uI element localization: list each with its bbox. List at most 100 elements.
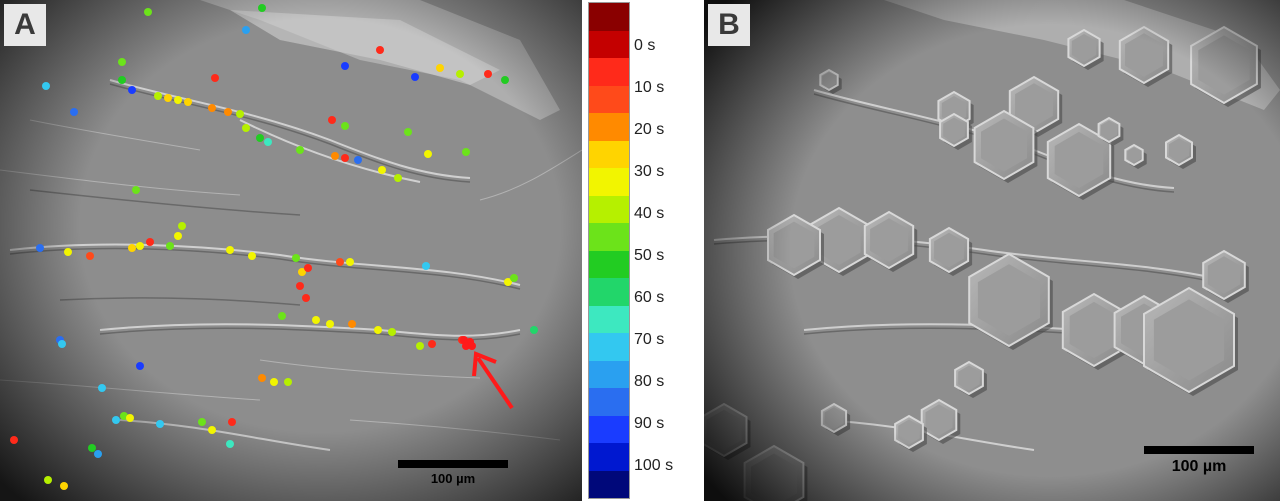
nucleation-dot: [42, 82, 50, 90]
nucleation-dot: [374, 326, 382, 334]
colorbar-segment: [589, 140, 629, 168]
nucleation-dot: [296, 146, 304, 154]
colorbar-label: 70 s: [634, 331, 665, 348]
nucleation-dot: [292, 254, 300, 262]
nucleation-dot: [70, 108, 78, 116]
nucleation-dot: [211, 74, 219, 82]
nucleation-dot: [126, 414, 134, 422]
panel-b-scalebar: 100 µm: [1144, 446, 1254, 476]
colorbar-label: 60 s: [634, 289, 665, 306]
nucleation-dot: [404, 128, 412, 136]
nucleation-dot: [264, 138, 272, 146]
nucleation-dot: [166, 242, 174, 250]
nucleation-dot: [270, 378, 278, 386]
colorbar-label: 80 s: [634, 373, 665, 390]
colorbar-label: 100 s: [634, 457, 674, 474]
nucleation-dot: [228, 418, 236, 426]
scalebar-label: 100 µm: [1171, 458, 1227, 475]
colorbar-segment: [589, 195, 629, 223]
nucleation-dot: [98, 384, 106, 392]
nucleation-dot: [178, 222, 186, 230]
nucleation-dot: [510, 274, 518, 282]
nucleation-dot: [118, 58, 126, 66]
nucleation-dot: [326, 320, 334, 328]
nucleation-dot: [112, 416, 120, 424]
nucleation-dot: [328, 116, 336, 124]
colorbar-segment: [589, 360, 629, 388]
nucleation-dot: [226, 440, 234, 448]
nucleation-dot: [258, 4, 266, 12]
nucleation-dot: [462, 148, 470, 156]
nucleation-dot: [86, 252, 94, 260]
nucleation-dot: [388, 328, 396, 336]
colorbar-segment: [589, 223, 629, 251]
colorbar-segment: [589, 470, 629, 498]
nucleation-dot: [144, 8, 152, 16]
nucleation-dot: [174, 96, 182, 104]
nucleation-dot: [154, 92, 162, 100]
sem-surface-a: [0, 0, 582, 501]
colorbar-label: 30 s: [634, 163, 665, 180]
colorbar-label: 40 s: [634, 205, 665, 222]
scalebar-bar: [398, 460, 508, 468]
colorbar-segment: [589, 85, 629, 113]
nucleation-dot: [256, 134, 264, 142]
nucleation-dot: [156, 420, 164, 428]
colorbar-label: 20 s: [634, 121, 665, 138]
colorbar-segment: [589, 333, 629, 361]
nucleation-dot: [278, 312, 286, 320]
sem-surface-b: [704, 0, 1280, 501]
colorbar-segment: [589, 250, 629, 278]
nucleation-dot: [10, 436, 18, 444]
scalebar-bar: [1144, 446, 1254, 454]
panel-b-sem-image: B 100 µm: [704, 0, 1280, 501]
nucleation-dot: [208, 104, 216, 112]
nucleation-dot: [184, 98, 192, 106]
nucleation-dot: [242, 124, 250, 132]
nucleation-dot: [348, 320, 356, 328]
nucleation-dot: [174, 232, 182, 240]
nucleation-dot: [304, 264, 312, 272]
nucleation-dot: [378, 166, 386, 174]
colorbar-segment: [589, 30, 629, 58]
red-arrow: [472, 351, 514, 410]
nucleation-dot: [224, 108, 232, 116]
nucleation-dot: [136, 242, 144, 250]
colorbar-segment: [589, 388, 629, 416]
scalebar-label: 100 µm: [430, 471, 476, 486]
colorbar-label: 50 s: [634, 247, 665, 264]
colorbar-segment: [589, 305, 629, 333]
nucleation-dot: [504, 278, 512, 286]
nucleation-dot: [302, 294, 310, 302]
colorbar-segment: [589, 443, 629, 471]
nucleation-dot: [88, 444, 96, 452]
nucleation-dot: [248, 252, 256, 260]
nucleation-dot: [36, 244, 44, 252]
colorbar-segment: [589, 278, 629, 306]
nucleation-dot: [436, 64, 444, 72]
nucleation-dot: [296, 282, 304, 290]
colorbar-segment: [589, 113, 629, 141]
nucleation-dot: [226, 246, 234, 254]
nucleation-dot: [354, 156, 362, 164]
colorbar-labels: 0 s 10 s 20 s 30 s 40 s 50 s 60 s 70 s 80 s 90 s 1…: [634, 2, 702, 497]
colorbar-segment: [589, 168, 629, 196]
nucleation-dot: [312, 316, 320, 324]
nucleation-dot: [198, 418, 206, 426]
nucleation-dot: [428, 340, 436, 348]
nucleation-dot: [128, 244, 136, 252]
colorbar-label: 90 s: [634, 415, 665, 432]
nucleation-dot: [146, 238, 154, 246]
nucleation-dot: [298, 268, 306, 276]
nucleation-dot: [422, 262, 430, 270]
colorbar-segment: [589, 58, 629, 86]
nucleation-dot: [341, 122, 349, 130]
nucleation-dot: [336, 258, 344, 266]
nucleation-dot: [341, 62, 349, 70]
panel-a-letter: A: [4, 4, 46, 46]
nucleation-dot: [376, 46, 384, 54]
nucleation-dot: [484, 70, 492, 78]
nucleation-dot: [424, 150, 432, 158]
panel-b-letter: B: [708, 4, 750, 46]
colorbar-segment: [589, 3, 629, 31]
